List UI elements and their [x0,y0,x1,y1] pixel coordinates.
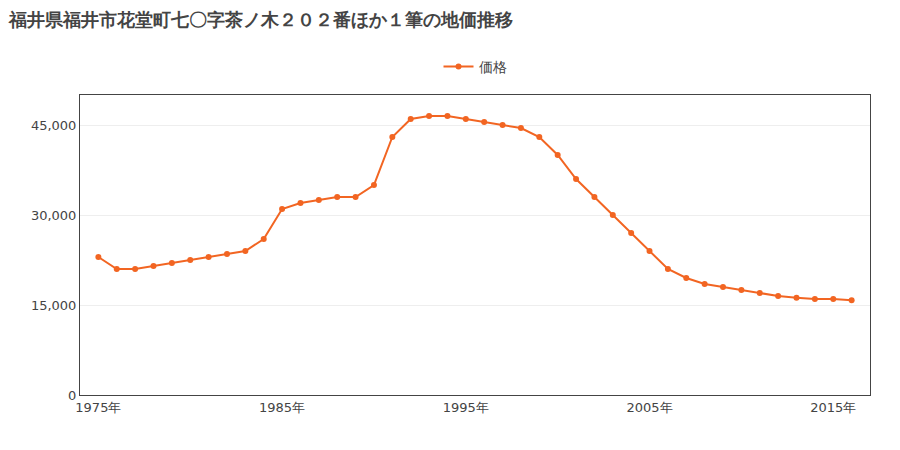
svg-text:1985年: 1985年 [259,400,305,415]
svg-text:0: 0 [68,388,76,403]
svg-text:2015年: 2015年 [810,400,856,415]
svg-text:15,000: 15,000 [31,298,77,313]
svg-text:1995年: 1995年 [443,400,489,415]
svg-text:30,000: 30,000 [31,208,77,223]
svg-text:価格: 価格 [479,59,507,75]
svg-text:福井県福井市花堂町七〇字茶ノ木２０２番ほか１筆の地価推移: 福井県福井市花堂町七〇字茶ノ木２０２番ほか１筆の地価推移 [8,9,513,30]
svg-text:1975年: 1975年 [75,400,121,415]
svg-text:45,000: 45,000 [31,118,77,133]
svg-text:2005年: 2005年 [626,400,672,415]
